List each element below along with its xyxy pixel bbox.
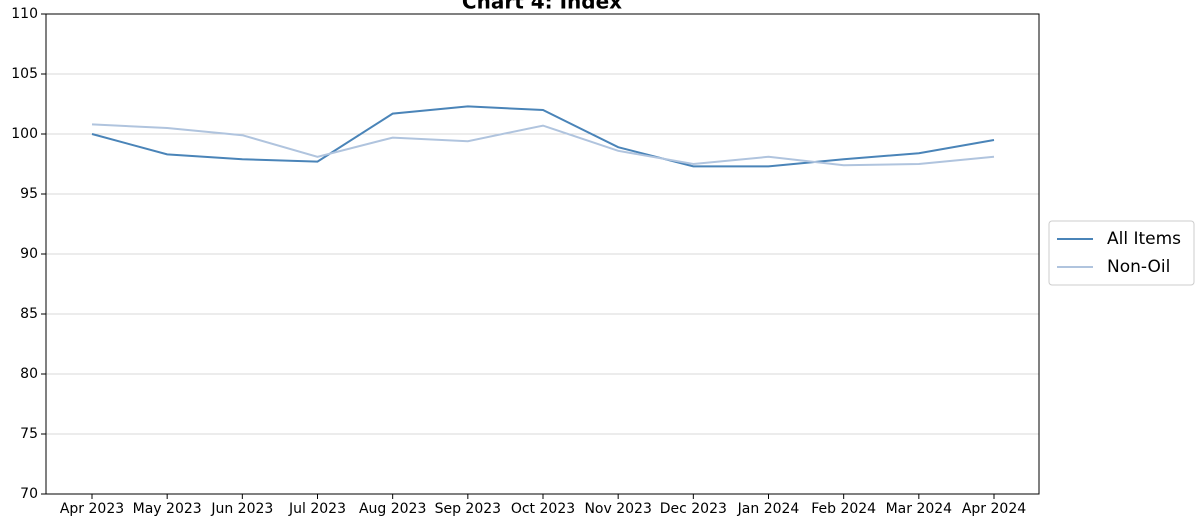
x-tick-label: Aug 2023 (359, 501, 426, 517)
legend-label: All Items (1107, 229, 1181, 249)
legend: All Items Non-Oil (1048, 220, 1195, 286)
y-tick-label: 75 (20, 426, 38, 442)
x-tick-label: Jan 2024 (737, 501, 800, 517)
y-tick-label: 85 (20, 306, 38, 322)
x-tick-label: Apr 2023 (60, 501, 124, 517)
x-tick-label: Oct 2023 (511, 501, 575, 517)
plot-frame (45, 13, 1040, 495)
x-tick-label: Mar 2024 (886, 501, 953, 517)
series-line (91, 123, 995, 167)
x-tick-label: May 2023 (133, 501, 202, 517)
legend-label: Non-Oil (1107, 257, 1170, 277)
series-line (91, 105, 995, 168)
y-tick-label: 110 (11, 6, 38, 22)
y-tick-label: 95 (20, 186, 38, 202)
x-tick-label: Feb 2024 (811, 501, 876, 517)
x-tick-label: Dec 2023 (660, 501, 727, 517)
legend-frame (1048, 220, 1195, 286)
x-tick-label: Apr 2024 (962, 501, 1026, 517)
y-tick-label: 70 (20, 486, 38, 502)
y-tick-label: 105 (11, 66, 38, 82)
y-tick-label: 90 (20, 246, 38, 262)
y-tick-label: 100 (11, 126, 38, 142)
x-tick-label: Sep 2023 (435, 501, 501, 517)
y-tick-label: 80 (20, 366, 38, 382)
x-tick-label: Nov 2023 (584, 501, 651, 517)
x-tick-label: Jun 2023 (210, 501, 273, 517)
x-tick-label: Jul 2023 (288, 501, 346, 517)
chart-title: Chart 4: Index (462, 0, 622, 14)
